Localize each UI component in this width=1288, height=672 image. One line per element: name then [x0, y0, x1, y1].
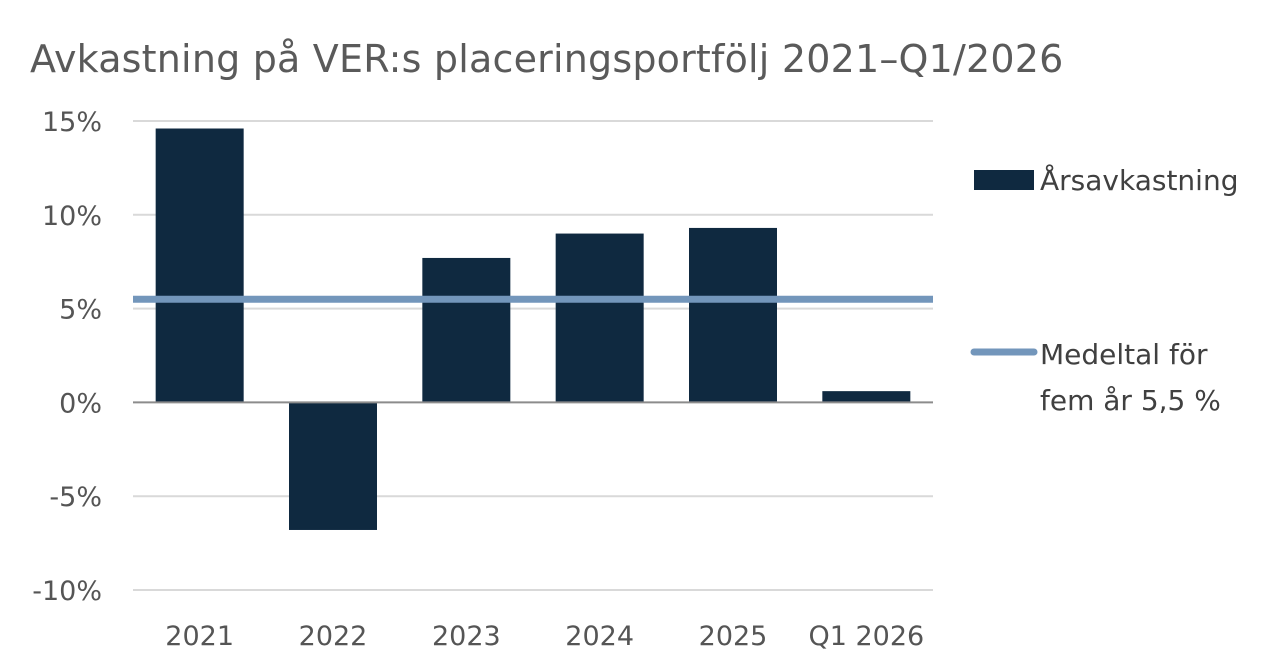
- chart-title: Avkastning på VER:s placeringsportfölj 2…: [30, 37, 1064, 81]
- bar-2024: [555, 233, 644, 403]
- legend-label-line: Medeltal för: [1040, 338, 1208, 371]
- axes: 15% 10% 5% 0% -5% -10% 2021 2022 2023 2024 2025 Q1 …: [32, 107, 933, 652]
- y-tick-label: 0%: [59, 388, 102, 419]
- legend-label-line: fem år 5,5 %: [1040, 384, 1221, 417]
- x-tick-label: 2021: [165, 621, 234, 652]
- y-tick-label: 5%: [59, 295, 102, 326]
- x-tick-label: 2022: [299, 621, 368, 652]
- y-tick-label: 10%: [42, 201, 102, 232]
- bar-q1-2026: [822, 391, 911, 403]
- legend: Årsavkastning Medeltal för fem år 5,5 %: [970, 163, 1238, 417]
- bar-2023: [422, 257, 511, 403]
- legend-label-bar: Årsavkastning: [1040, 163, 1238, 197]
- x-tick-label: Q1 2026: [808, 621, 924, 652]
- y-tick-label: -5%: [49, 482, 102, 513]
- bar-2025: [689, 227, 777, 403]
- x-tick-label: 2023: [432, 621, 501, 652]
- legend-swatch-bar: [974, 170, 1034, 190]
- y-tick-label: -10%: [32, 576, 102, 607]
- bars: [155, 128, 911, 530]
- x-tick-label: 2024: [565, 621, 634, 652]
- bar-2021: [155, 128, 244, 403]
- y-tick-label: 15%: [42, 107, 102, 138]
- x-tick-label: 2025: [699, 621, 768, 652]
- gridlines: [133, 120, 933, 591]
- bar-2022: [289, 402, 377, 530]
